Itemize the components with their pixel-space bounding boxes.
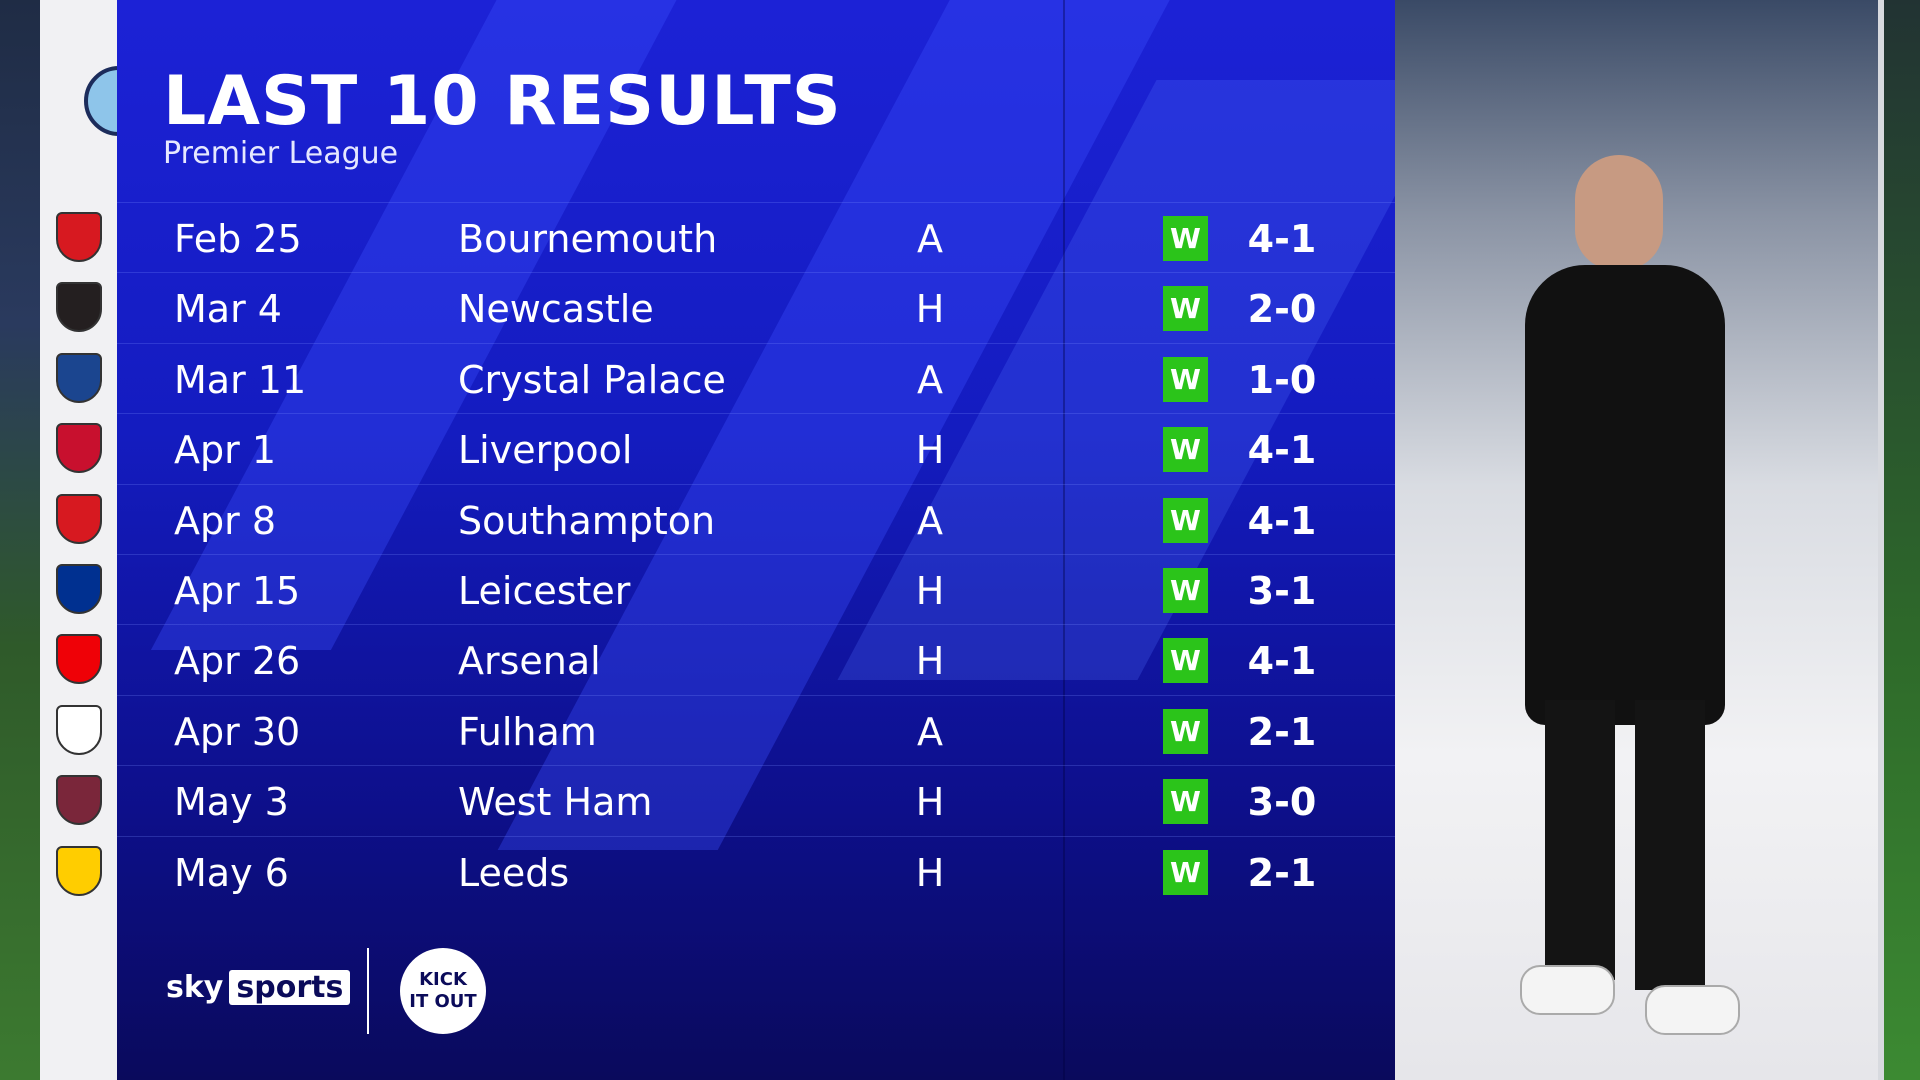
sky-sports-logo: sky sports	[166, 970, 351, 1005]
venue: H	[915, 850, 945, 895]
result-row: Apr 1 Liverpool H W 4-1	[117, 413, 1395, 483]
result-badge: W	[1163, 779, 1208, 825]
opponent-name: Bournemouth	[458, 217, 718, 261]
result-row: Apr 26 Arsenal H W 4-1	[117, 624, 1395, 694]
score: 4-1	[1247, 639, 1317, 684]
opponent-name: Leicester	[458, 569, 631, 613]
score: 4-1	[1247, 428, 1317, 473]
result-badge: W	[1163, 568, 1208, 613]
venue: H	[915, 780, 945, 825]
venue: A	[917, 217, 943, 261]
result-badge: W	[1163, 638, 1208, 684]
match-date: Apr 30	[174, 709, 301, 754]
result-row: May 6 Leeds H W 2-1	[117, 835, 1395, 906]
kick-it-out-logo: KICK IT OUT	[400, 948, 486, 1034]
opponent-name: Liverpool	[458, 428, 633, 473]
result-badge: W	[1163, 849, 1208, 895]
match-date: May 6	[174, 850, 289, 895]
match-date: Mar 11	[174, 357, 307, 402]
opponent-badge-icon	[56, 564, 102, 614]
result-badge: W	[1163, 286, 1208, 332]
score: 3-1	[1247, 569, 1317, 613]
opponent-badge-icon	[56, 775, 102, 826]
opponent-name: Southampton	[458, 498, 716, 543]
score: 2-1	[1247, 709, 1317, 754]
match-date: Feb 25	[174, 217, 302, 261]
result-row: May 3 West Ham H W 3-0	[117, 765, 1395, 835]
score: 2-1	[1247, 850, 1317, 895]
score: 4-1	[1247, 498, 1317, 543]
sky-text: sky	[166, 970, 224, 1005]
opponent-name: Crystal Palace	[458, 357, 726, 402]
venue: H	[915, 639, 945, 684]
result-row: Feb 25 Bournemouth A W 4-1	[117, 202, 1395, 272]
result-row: Apr 8 Southampton A W 4-1	[117, 483, 1395, 554]
match-date: Apr 1	[174, 428, 276, 473]
competition-subtitle: Premier League	[163, 136, 399, 171]
opponent-name: Leeds	[458, 850, 570, 895]
venue: H	[915, 569, 945, 613]
match-date: Apr 26	[174, 639, 301, 684]
match-date: Mar 4	[174, 287, 282, 332]
sports-text: sports	[229, 970, 351, 1005]
venue: A	[917, 709, 943, 754]
result-badge: W	[1163, 708, 1208, 754]
venue: H	[915, 428, 945, 473]
result-row: Mar 11 Crystal Palace A W 1-0	[117, 342, 1395, 413]
match-date: Apr 15	[174, 569, 301, 613]
match-date: May 3	[174, 780, 289, 825]
score: 2-0	[1247, 287, 1317, 332]
match-date: Apr 8	[174, 498, 276, 543]
result-badge: W	[1163, 497, 1208, 543]
venue: A	[917, 498, 943, 543]
page-title: LAST 10 RESULTS	[163, 62, 842, 141]
result-row: Apr 30 Fulham A W 2-1	[117, 694, 1395, 765]
opponent-badge-icon	[56, 423, 102, 474]
manager-photo	[1395, 0, 1920, 1080]
opponent-badge-icon	[56, 212, 102, 262]
opponent-name: Fulham	[458, 709, 597, 754]
stadium-background-right	[1884, 0, 1920, 1080]
opponent-badge-icon	[56, 634, 102, 685]
opponent-name: West Ham	[458, 780, 653, 825]
opponent-badge-icon	[56, 845, 102, 896]
venue: H	[915, 287, 945, 332]
result-badge: W	[1163, 356, 1208, 402]
result-row: Mar 4 Newcastle H W 2-0	[117, 272, 1395, 342]
opponent-badge-icon	[56, 282, 102, 333]
result-badge: W	[1163, 427, 1208, 473]
footer-divider	[367, 948, 369, 1034]
score: 1-0	[1247, 357, 1317, 402]
frame-bar	[1878, 0, 1884, 1080]
opponent-badge-icon	[56, 352, 102, 403]
result-row: Apr 15 Leicester H W 3-1	[117, 554, 1395, 624]
score: 4-1	[1247, 217, 1317, 261]
opponent-badge-icon	[56, 493, 102, 544]
result-badge: W	[1163, 216, 1208, 261]
score: 3-0	[1247, 780, 1317, 825]
opponent-name: Newcastle	[458, 287, 654, 332]
opponent-name: Arsenal	[458, 639, 601, 684]
venue: A	[917, 357, 943, 402]
opponent-badge-icon	[56, 704, 102, 755]
panel-divider	[1063, 0, 1065, 1080]
stadium-background-left	[0, 0, 40, 1080]
